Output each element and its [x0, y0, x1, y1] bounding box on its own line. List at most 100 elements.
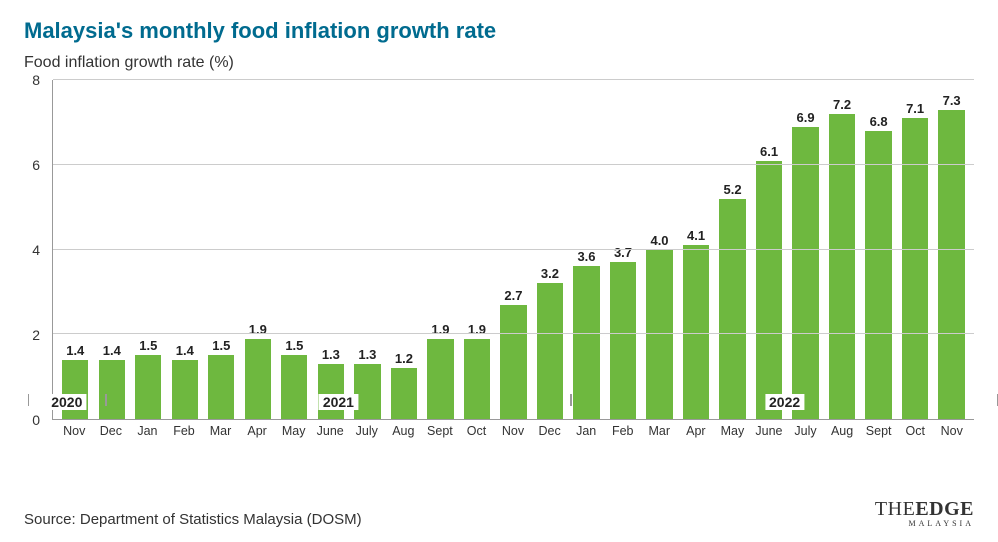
bar-value-label: 7.2: [833, 97, 851, 112]
x-tick-label: Jan: [129, 420, 166, 450]
x-tick-label: Mar: [202, 420, 239, 450]
bar-column: 1.2: [386, 80, 423, 419]
bar-value-label: 4.0: [650, 233, 668, 248]
bar-column: 1.5: [203, 80, 240, 419]
bar-column: 1.4: [57, 80, 94, 419]
bar: [683, 245, 709, 419]
bar-column: 7.1: [897, 80, 934, 419]
bar-column: 4.0: [641, 80, 678, 419]
logo-main: EDGE: [915, 498, 974, 520]
x-tick-label: Dec: [93, 420, 130, 450]
y-tick-label: 2: [32, 327, 40, 343]
bar-value-label: 3.2: [541, 266, 559, 281]
bar-value-label: 1.3: [322, 347, 340, 362]
bar-value-label: 6.1: [760, 144, 778, 159]
bar-column: 6.8: [860, 80, 897, 419]
bar-column: 1.9: [422, 80, 459, 419]
x-tick-label: May: [714, 420, 751, 450]
grid-line: [53, 333, 974, 334]
chart-subtitle: Food inflation growth rate (%): [24, 54, 974, 72]
year-label: 2021: [319, 394, 358, 410]
x-tick-label: July: [787, 420, 824, 450]
footer: Source: Department of Statistics Malaysi…: [24, 498, 974, 528]
bar-value-label: 6.8: [870, 114, 888, 129]
bar-column: 1.5: [130, 80, 167, 419]
bar-column: 4.1: [678, 80, 715, 419]
year-groups: 2020 2021 2022: [28, 394, 998, 416]
x-tick-label: Feb: [166, 420, 203, 450]
y-tick-label: 8: [32, 72, 40, 88]
bar-column: 2.7: [495, 80, 532, 419]
x-tick-label: Jan: [568, 420, 605, 450]
bar-column: 3.7: [605, 80, 642, 419]
bar-column: 3.2: [532, 80, 569, 419]
bar-value-label: 1.4: [103, 343, 121, 358]
x-tick-label: June: [751, 420, 788, 450]
grid-line: [53, 164, 974, 165]
bar-value-label: 6.9: [797, 110, 815, 125]
bar-value-label: 1.4: [66, 343, 84, 358]
bar-value-label: 3.7: [614, 245, 632, 260]
bar-column: 7.3: [933, 80, 970, 419]
x-tick-label: Nov: [495, 420, 532, 450]
grid-line: [53, 79, 974, 80]
y-axis: 02468: [24, 80, 44, 420]
plot-area: 1.4 1.4 1.5 1.4 1.5 1.9 1.5 1.3 1.3 1.2 1.9 1.9 2.7 3…: [52, 80, 974, 420]
bar-value-label: 7.3: [943, 93, 961, 108]
bar-value-label: 1.9: [431, 322, 449, 337]
bar-value-label: 1.3: [358, 347, 376, 362]
bar: [938, 110, 964, 419]
bar-column: 1.9: [459, 80, 496, 419]
bar-value-label: 2.7: [504, 288, 522, 303]
x-tick-label: Dec: [531, 420, 568, 450]
year-label: 2022: [765, 394, 804, 410]
x-tick-label: Sept: [860, 420, 897, 450]
year-label: 2020: [47, 394, 86, 410]
bar: [719, 199, 745, 419]
bar: [792, 127, 818, 419]
x-tick-label: Nov: [56, 420, 93, 450]
bar-column: 6.9: [787, 80, 824, 419]
bar-column: 1.3: [349, 80, 386, 419]
x-tick-label: July: [349, 420, 386, 450]
x-tick-label: Aug: [824, 420, 861, 450]
bar-column: 6.1: [751, 80, 788, 419]
x-tick-label: Oct: [458, 420, 495, 450]
x-tick-label: Nov: [934, 420, 971, 450]
bar-value-label: 1.9: [468, 322, 486, 337]
bar-column: 3.6: [568, 80, 605, 419]
publisher-logo: THEEDGE MALAYSIA: [875, 498, 974, 528]
x-tick-label: Feb: [604, 420, 641, 450]
bar-value-label: 1.5: [285, 338, 303, 353]
x-tick-label: Oct: [897, 420, 934, 450]
bar-column: 1.5: [276, 80, 313, 419]
x-tick-label: Apr: [239, 420, 276, 450]
x-axis-labels: NovDecJanFebMarAprMayJuneJulyAugSeptOctN…: [52, 420, 974, 450]
x-tick-label: Apr: [678, 420, 715, 450]
bar: [865, 131, 891, 419]
x-tick-label: May: [275, 420, 312, 450]
source-text: Source: Department of Statistics Malaysi…: [24, 511, 362, 528]
x-tick-label: June: [312, 420, 349, 450]
bar-value-label: 1.2: [395, 351, 413, 366]
bar-value-label: 1.5: [212, 338, 230, 353]
chart-title: Malaysia's monthly food inflation growth…: [24, 18, 974, 44]
bar-value-label: 1.4: [176, 343, 194, 358]
bar-column: 1.9: [240, 80, 277, 419]
bar-column: 1.4: [167, 80, 204, 419]
grid-line: [53, 249, 974, 250]
bar-column: 1.3: [313, 80, 350, 419]
bar: [829, 114, 855, 419]
bar-value-label: 3.6: [577, 249, 595, 264]
bar: [756, 161, 782, 419]
logo-prefix: THE: [875, 498, 915, 520]
logo-sub: MALAYSIA: [875, 519, 974, 528]
x-tick-label: Aug: [385, 420, 422, 450]
bar-value-label: 4.1: [687, 228, 705, 243]
bar-column: 1.4: [94, 80, 131, 419]
bar-value-label: 1.9: [249, 322, 267, 337]
x-tick-label: Sept: [422, 420, 459, 450]
bar-column: 5.2: [714, 80, 751, 419]
y-tick-label: 6: [32, 157, 40, 173]
x-tick-label: Mar: [641, 420, 678, 450]
